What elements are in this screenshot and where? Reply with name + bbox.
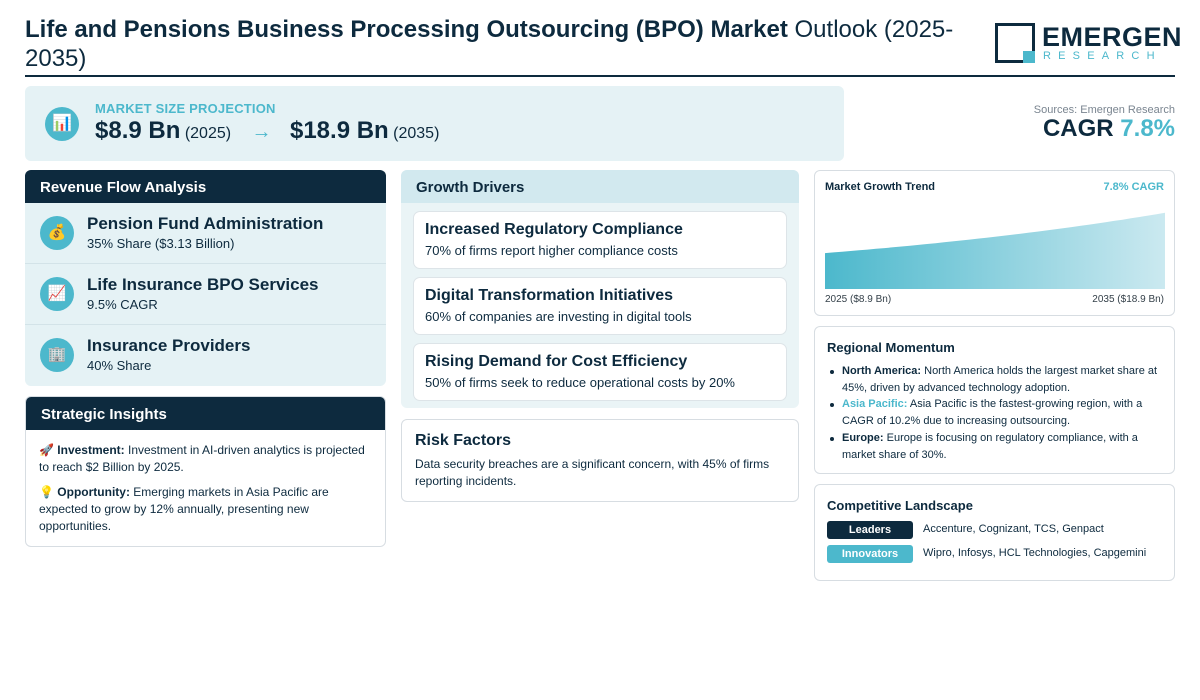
revenue-flow-panel: Revenue Flow Analysis 💰 Pension Fund Adm… <box>25 170 386 386</box>
revenue-item: 📈 Life Insurance BPO Services 9.5% CAGR <box>25 264 386 325</box>
competitor-list: Wipro, Infosys, HCL Technologies, Capgem… <box>923 547 1147 559</box>
revenue-item-subtitle: 35% Share ($3.13 Billion) <box>87 236 235 251</box>
driver-subtitle: 70% of firms report higher compliance co… <box>425 243 678 258</box>
market-size-projection: 📊 MARKET SIZE PROJECTION $8.9 Bn (2025) … <box>25 86 844 161</box>
driver-subtitle: 50% of firms seek to reduce operational … <box>425 375 735 390</box>
region-item: Asia Pacific: Asia Pacific is the fastes… <box>827 396 1167 429</box>
page-title: Life and Pensions Business Processing Ou… <box>25 15 975 73</box>
revenue-item-subtitle: 9.5% CAGR <box>87 297 158 312</box>
projection-start-value: $8.9 Bn <box>95 117 181 144</box>
cagr-label: CAGR <box>1042 115 1114 142</box>
competitor-row: Leaders Accenture, Cognizant, TCS, Genpa… <box>827 521 1167 539</box>
leaders-badge: Leaders <box>827 521 913 539</box>
strategic-insights-panel: Strategic Insights 🚀 Investment: Investm… <box>25 396 386 547</box>
regional-list: North America: North America holds the l… <box>827 363 1167 463</box>
page-header: Life and Pensions Business Processing Ou… <box>25 14 1182 77</box>
region-name: North America: <box>842 365 922 377</box>
driver-card: Increased Regulatory Compliance 70% of f… <box>413 211 787 269</box>
trend-end-label: 2035 ($18.9 Bn) <box>1092 294 1164 305</box>
region-item: Europe: Europe is focusing on regulatory… <box>827 430 1167 463</box>
revenue-item: 💰 Pension Fund Administration 35% Share … <box>25 203 386 264</box>
insight-item: 🚀 Investment: Investment in AI-driven an… <box>39 442 374 476</box>
strategic-insights-title: Strategic Insights <box>26 397 385 430</box>
rocket-icon: 🚀 <box>39 443 54 457</box>
trend-title: Market Growth Trend <box>825 181 936 193</box>
trend-start-label: 2025 ($8.9 Bn) <box>825 294 892 305</box>
driver-card: Digital Transformation Initiatives 60% o… <box>413 277 787 335</box>
competitive-landscape-panel: Competitive Landscape Leaders Accenture,… <box>814 484 1175 581</box>
trend-up-icon: 📈 <box>40 277 74 311</box>
risk-factors-panel: Risk Factors Data security breaches are … <box>401 419 799 502</box>
projection-label: MARKET SIZE PROJECTION <box>95 101 276 116</box>
insight-label: Investment: <box>57 443 125 457</box>
region-item: North America: North America holds the l… <box>827 363 1167 396</box>
driver-subtitle: 60% of companies are investing in digita… <box>425 309 692 324</box>
growth-drivers-title: Growth Drivers <box>401 170 799 203</box>
cagr-headline: CAGR 7.8% <box>1034 116 1175 142</box>
logo-sub-text: RESEARCH <box>1043 50 1162 62</box>
lightbulb-icon: 💡 <box>39 485 54 499</box>
arrow-right-icon: → <box>251 121 272 143</box>
driver-title: Digital Transformation Initiatives <box>425 287 674 304</box>
trend-area <box>825 212 1165 289</box>
risk-factors-text: Data security breaches are a significant… <box>415 457 770 488</box>
sources-block: Sources: Emergen Research CAGR 7.8% <box>1034 104 1175 142</box>
building-icon: 🏢 <box>40 338 74 372</box>
region-name: Europe: <box>842 431 884 444</box>
projection-start-year: (2025) <box>184 125 232 142</box>
cagr-value: 7.8% <box>1120 115 1175 142</box>
regional-momentum-title: Regional Momentum <box>827 340 955 355</box>
market-growth-trend-chart: Market Growth Trend 7.8% CAGR 2025 ($8.9… <box>814 170 1175 316</box>
regional-momentum-panel: Regional Momentum North America: North A… <box>814 326 1175 474</box>
sources-label: Sources: Emergen Research <box>1033 104 1175 116</box>
insight-text: Investment in AI-driven analytics is pro… <box>39 443 365 474</box>
chart-icon: 📊 <box>45 107 79 141</box>
revenue-item-title: Pension Fund Administration <box>87 214 324 233</box>
competitor-row: Innovators Wipro, Infosys, HCL Technolog… <box>827 545 1167 563</box>
trend-cagr: 7.8% CAGR <box>1103 181 1164 193</box>
risk-factors-title: Risk Factors <box>415 432 512 449</box>
revenue-flow-title: Revenue Flow Analysis <box>25 170 386 203</box>
growth-drivers-panel: Growth Drivers Increased Regulatory Comp… <box>401 170 799 408</box>
projection-end-value: $18.9 Bn <box>289 117 389 144</box>
competitor-list: Accenture, Cognizant, TCS, Genpact <box>923 523 1104 535</box>
revenue-item-title: Insurance Providers <box>87 336 251 355</box>
revenue-item: 🏢 Insurance Providers 40% Share <box>25 325 386 386</box>
driver-title: Increased Regulatory Compliance <box>425 221 683 238</box>
emergen-logo: EMERGEN RESEARCH <box>995 22 1182 64</box>
region-text: North America holds the largest market s… <box>842 365 1158 394</box>
innovators-badge: Innovators <box>827 545 913 563</box>
region-name: Asia Pacific: <box>842 398 908 411</box>
projection-end-year: (2035) <box>393 125 440 142</box>
trend-area-chart <box>825 212 1165 289</box>
revenue-item-title: Life Insurance BPO Services <box>87 275 319 294</box>
revenue-item-subtitle: 40% Share <box>87 358 152 373</box>
region-text: Europe is focusing on regulatory complia… <box>842 431 1138 461</box>
competitive-landscape-title: Competitive Landscape <box>827 498 973 513</box>
logo-main-text: EMERGEN <box>1042 22 1183 52</box>
insight-label: Opportunity: <box>57 485 130 499</box>
projection-values: $8.9 Bn (2025) → $18.9 Bn (2035) <box>95 117 439 145</box>
money-bag-icon: 💰 <box>40 216 74 250</box>
driver-card: Rising Demand for Cost Efficiency 50% of… <box>413 343 787 401</box>
region-text: Asia Pacific is the fastest-growing regi… <box>842 398 1143 428</box>
logo-mark-icon <box>995 23 1035 63</box>
driver-title: Rising Demand for Cost Efficiency <box>425 353 688 370</box>
page-title-bold: Life and Pensions Business Processing Ou… <box>25 16 788 43</box>
page-title-light: Outlook (2025-2035) <box>25 16 954 72</box>
insight-item: 💡 Opportunity: Emerging markets in Asia … <box>39 484 374 535</box>
insight-text: Emerging markets in Asia Pacific are exp… <box>39 485 329 533</box>
